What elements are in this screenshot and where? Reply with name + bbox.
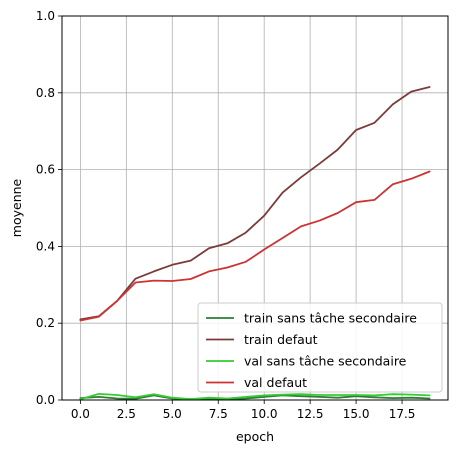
y-tick-label: 0.8 <box>36 86 55 100</box>
x-tick-label: 15.0 <box>343 407 370 421</box>
x-axis-label: epoch <box>236 429 274 444</box>
y-tick-label: 0.4 <box>36 239 55 253</box>
legend-box <box>197 302 443 393</box>
x-tick-label: 5.0 <box>163 407 182 421</box>
series-line-2 <box>79 86 431 321</box>
legend-label-1: train sans tâche secondaire <box>244 311 417 326</box>
x-axis-ticks: 0.0 2.5 5.0 7.5 10.0 12.5 15.0 17.5 <box>71 400 416 421</box>
series-line-1 <box>79 394 431 401</box>
y-tick-label: 0.6 <box>36 163 55 177</box>
legend-label-2: train defaut <box>244 332 318 347</box>
x-tick-label: 0.0 <box>71 407 90 421</box>
x-tick-label: 2.5 <box>117 407 136 421</box>
x-tick-label: 12.5 <box>297 407 324 421</box>
series-line-4 <box>79 170 431 322</box>
x-tick-label: 17.5 <box>389 407 416 421</box>
legend-label-4: val defaut <box>244 375 307 390</box>
y-axis-ticks: 0.0 0.2 0.4 0.6 0.8 1.0 <box>36 9 62 407</box>
y-axis-label: moyenne <box>9 178 24 237</box>
series-line-3 <box>79 392 431 401</box>
y-tick-label: 0.0 <box>36 393 55 407</box>
legend: train sans tâche secondaire train defaut v… <box>197 302 443 393</box>
legend-label-3: val sans tâche secondaire <box>244 354 407 369</box>
plot-frame <box>61 15 449 401</box>
y-tick-label: 0.2 <box>36 316 55 330</box>
series-layer <box>79 86 431 401</box>
x-tick-label: 7.5 <box>209 407 228 421</box>
y-tick-label: 1.0 <box>36 9 55 23</box>
x-tick-label: 10.0 <box>251 407 278 421</box>
